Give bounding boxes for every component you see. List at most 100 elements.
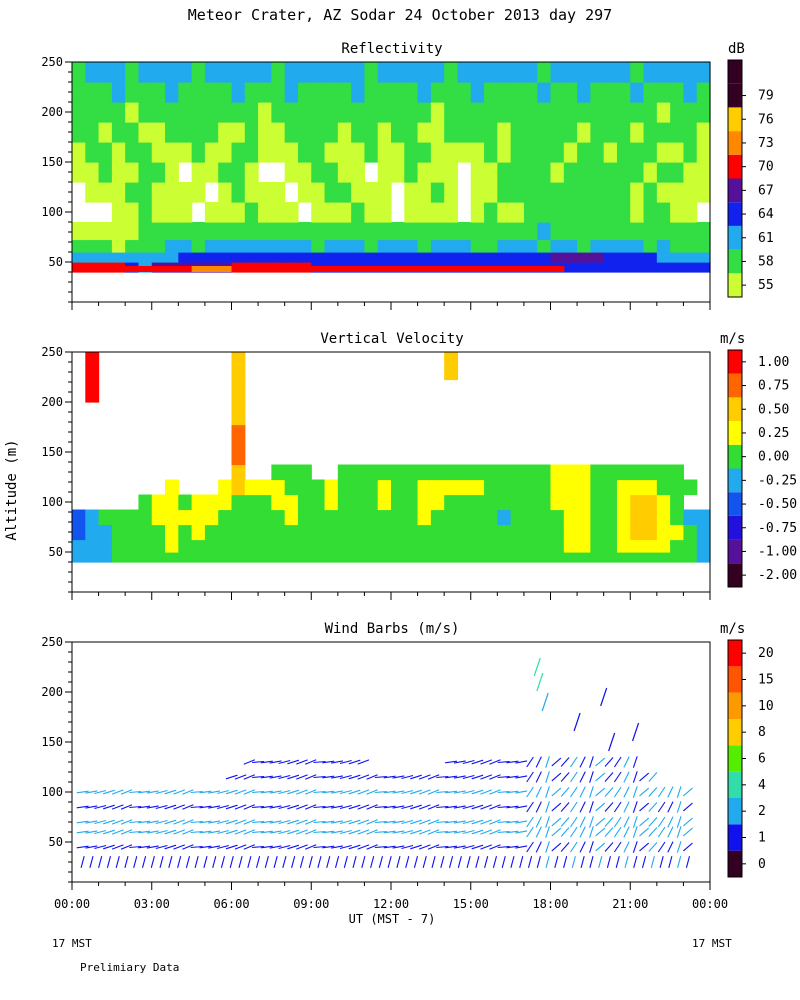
heatmap-cell [537, 162, 552, 183]
heatmap-cell [258, 524, 272, 541]
heatmap-cell [125, 552, 140, 563]
wind-barb [515, 820, 528, 824]
wind-barb [579, 801, 586, 813]
wind-barb [648, 827, 658, 837]
heatmap-cell [550, 102, 565, 123]
wind-barb [357, 759, 370, 765]
heatmap-cell [577, 102, 591, 123]
heatmap-cell [563, 539, 578, 553]
colorbar-swatch [728, 640, 742, 667]
heatmap-cell [284, 509, 299, 526]
heatmap-cell [577, 222, 591, 241]
heatmap-cell [630, 509, 645, 526]
heatmap-cell [470, 62, 485, 83]
heatmap-cell [656, 222, 671, 241]
heatmap-cell [550, 552, 565, 563]
heatmap-cell [404, 539, 419, 553]
heatmap-cell [563, 222, 578, 241]
heatmap-cell [497, 122, 512, 143]
heatmap-cell [351, 102, 366, 123]
heatmap-cell [484, 182, 498, 203]
wind-barb [322, 845, 335, 849]
wind-barb [155, 819, 168, 825]
y-tick-label: 100 [41, 205, 63, 219]
wind-barb [190, 845, 203, 849]
colorbar-swatch [728, 154, 742, 179]
wind-barb [366, 829, 378, 835]
wind-barb [138, 790, 151, 794]
heatmap-cell [111, 162, 126, 183]
wind-barb [392, 820, 405, 824]
heatmap-cell [444, 122, 459, 143]
colorbar-label: 8 [758, 725, 766, 740]
heatmap-cell [630, 252, 645, 263]
wind-barb [339, 759, 352, 765]
heatmap-cell [430, 252, 445, 263]
heatmap-cell [178, 62, 193, 83]
wind-barb [632, 771, 638, 783]
heatmap-cell [630, 142, 645, 163]
heatmap-cell [497, 539, 512, 553]
heatmap-cell [470, 82, 485, 103]
heatmap-cell [470, 142, 485, 163]
colorbar-3: 0 1 2 4 6 8 10 15 20 [727, 639, 774, 878]
wind-barb [94, 789, 107, 795]
wind-barb [146, 805, 159, 809]
wind-barb [648, 787, 658, 797]
wind-barb [217, 789, 229, 795]
velocity-unit: m/s [720, 331, 745, 347]
wind-barb [515, 775, 528, 779]
wind-barb [545, 756, 550, 768]
wind-barb [667, 826, 674, 838]
heatmap-cell [484, 524, 498, 541]
heatmap-cell [377, 122, 392, 143]
wind-barb [480, 804, 492, 810]
heatmap-cell [351, 142, 366, 163]
heatmap-cell [404, 202, 419, 223]
wind-barb [579, 756, 586, 768]
wind-barb [613, 841, 622, 853]
heatmap-cell [311, 252, 326, 263]
heatmap-cell [696, 62, 711, 83]
wind-barb [260, 830, 273, 834]
heatmap-cell [125, 62, 140, 83]
heatmap-cell [337, 509, 352, 526]
heatmap-cell [510, 182, 525, 203]
heatmap-cell [377, 464, 392, 481]
heatmap-cell [231, 447, 246, 466]
wind-barb [322, 820, 335, 824]
heatmap-cell [125, 202, 140, 223]
wind-barb [225, 774, 238, 780]
colorbar-frame [727, 349, 743, 588]
heatmap-cell [590, 222, 605, 241]
heatmap-cell [656, 142, 671, 163]
colorbar-label: -0.25 [758, 473, 797, 488]
heatmap-cell [470, 509, 485, 526]
heatmap-cell [577, 82, 591, 103]
heatmap-cell [324, 142, 339, 163]
y-axis-label: Altitude (m) [4, 439, 20, 540]
heatmap-cell [377, 524, 392, 541]
wind-barb [551, 772, 562, 782]
heatmap-cell [351, 266, 366, 272]
heatmap-cell [656, 82, 671, 103]
wind-barb [418, 804, 431, 810]
heatmap-cell [484, 266, 498, 272]
heatmap-cell [470, 494, 485, 511]
heatmap-cell [364, 252, 379, 263]
heatmap-cell [204, 252, 219, 263]
heatmap-cell [563, 82, 578, 103]
colorbar-swatch [728, 60, 742, 84]
heatmap-cell [523, 524, 538, 541]
reflectivity-title: Reflectivity [341, 41, 442, 57]
wind-barb [278, 819, 291, 825]
wind-barb [677, 856, 682, 868]
heatmap-cell [377, 479, 392, 496]
wind-barb [155, 789, 168, 795]
wind-barb [129, 790, 142, 794]
wind-barb [111, 819, 124, 825]
y-tick-label: 150 [41, 445, 63, 459]
heatmap-cell [643, 82, 658, 103]
heatmap-cell [696, 122, 711, 143]
wind-barb [639, 772, 650, 782]
